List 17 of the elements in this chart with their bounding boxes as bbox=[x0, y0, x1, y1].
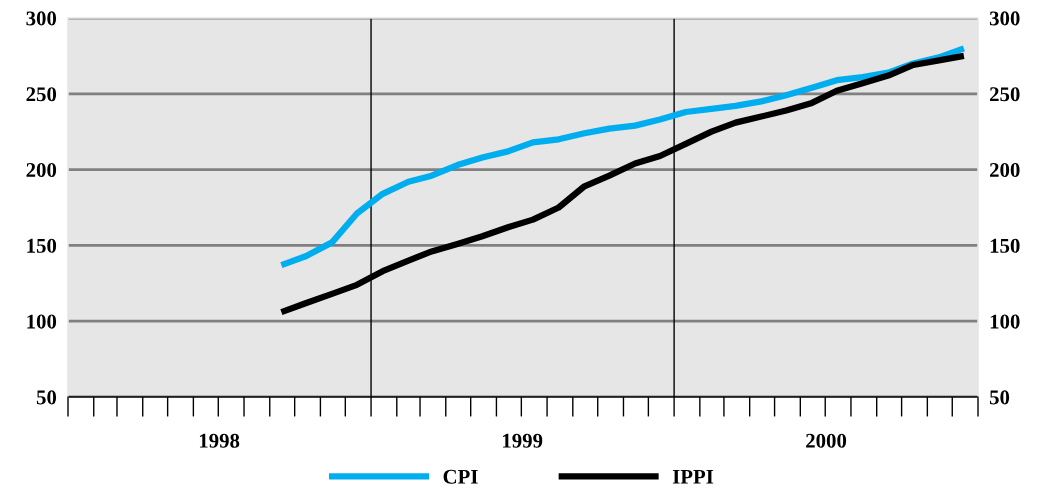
y2-tick-label: 100 bbox=[990, 314, 1020, 329]
y2-tick-label: 200 bbox=[989, 162, 1020, 178]
x-tick-label: 1998 bbox=[199, 433, 240, 448]
y-tick-label: 100 bbox=[27, 314, 57, 329]
y-tick-label: 200 bbox=[26, 162, 57, 178]
x-tick-label: 1999 bbox=[503, 433, 543, 448]
y-tick-label: 250 bbox=[26, 87, 57, 102]
legend-label: CPI bbox=[443, 469, 478, 484]
y2-tick-label: 50 bbox=[989, 390, 1010, 405]
legend-label: IPPI bbox=[672, 469, 714, 484]
x-tick-label: 2000 bbox=[806, 433, 847, 448]
y2-tick-label: 250 bbox=[989, 87, 1020, 102]
y-tick-label: 300 bbox=[26, 11, 57, 26]
y2-tick-label: 150 bbox=[990, 238, 1020, 253]
y-tick-label: 50 bbox=[36, 390, 57, 405]
y-tick-label: 150 bbox=[27, 238, 57, 253]
y2-tick-label: 300 bbox=[989, 11, 1020, 26]
